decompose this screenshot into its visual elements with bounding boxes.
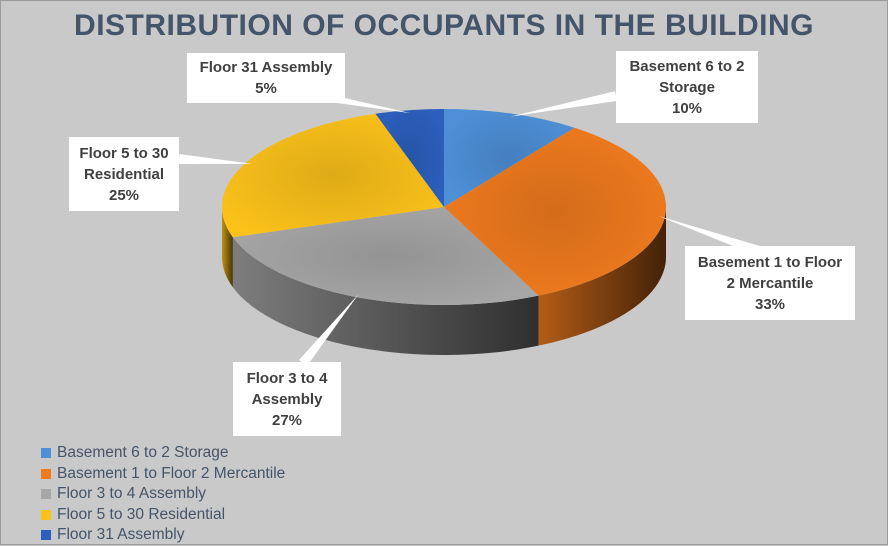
legend-item: Floor 3 to 4 Assembly: [41, 484, 285, 505]
data-label-mercantile-name: Basement 1 to Floor 2 Mercantile: [697, 253, 843, 292]
legend-item: Basement 1 to Floor 2 Mercantile: [41, 464, 285, 485]
pie-slice-residential: [222, 113, 444, 238]
leader-line-mercantile: [658, 215, 761, 256]
data-label-assembly-3-4-name: Floor 3 to 4 Assembly: [246, 369, 328, 408]
legend-swatch: [41, 530, 51, 541]
data-label-assembly-3-4-value: 27%: [271, 411, 303, 429]
legend: Basement 6 to 2 Storage Basement 1 to Fl…: [41, 443, 285, 546]
data-label-mercantile: Basement 1 to Floor 2 Mercantile 33%: [685, 246, 855, 320]
legend-label: Floor 3 to 4 Assembly: [57, 485, 207, 503]
data-label-storage-value: 10%: [671, 99, 703, 117]
legend-label: Basement 1 to Floor 2 Mercantile: [57, 464, 286, 482]
legend-swatch: [41, 448, 51, 459]
pie-slice-assembly-3-4: [232, 207, 539, 305]
pie-slice-storage: [444, 109, 575, 207]
legend-label: Floor 5 to 30 Residential: [57, 505, 226, 523]
pie-slice-mercantile: [444, 127, 667, 296]
data-label-floor-31: Floor 31 Assembly 5%: [187, 53, 345, 103]
pie-side-mercantile: [538, 207, 666, 346]
leader-line-assembly-3-4: [299, 294, 359, 367]
pie-side-assembly-3-4: [232, 237, 539, 356]
chart-title: DISTRIBUTION OF OCCUPANTS IN THE BUILDIN…: [74, 9, 814, 42]
legend-item: Basement 6 to 2 Storage: [41, 443, 285, 464]
data-label-assembly-3-4: Floor 3 to 4 Assembly 27%: [233, 362, 341, 436]
data-label-residential-value: 25%: [108, 186, 140, 204]
legend-swatch: [41, 468, 51, 479]
legend-swatch: [41, 489, 51, 500]
data-label-residential: Floor 5 to 30 Residential 25%: [69, 137, 179, 211]
data-label-residential-name: Floor 5 to 30 Residential: [79, 144, 169, 183]
leader-line-residential: [178, 154, 253, 164]
pie-slice-floor-31: [375, 109, 444, 207]
legend-label: Floor 31 Assembly: [57, 526, 185, 544]
leader-line-storage: [510, 91, 617, 117]
data-label-floor-31-name: Floor 31 Assembly: [199, 59, 333, 76]
data-label-mercantile-value: 33%: [754, 295, 786, 313]
legend-item: Floor 5 to 30 Residential: [41, 505, 285, 526]
data-label-floor-31-value: 5%: [255, 80, 277, 97]
data-label-storage: Basement 6 to 2 Storage 10%: [616, 51, 758, 123]
pie-side-residential: [222, 207, 233, 288]
legend-label: Basement 6 to 2 Storage: [57, 444, 229, 462]
data-label-storage-name: Basement 6 to 2 Storage: [629, 57, 745, 96]
legend-swatch: [41, 509, 51, 520]
legend-item: Floor 31 Assembly: [41, 525, 285, 546]
